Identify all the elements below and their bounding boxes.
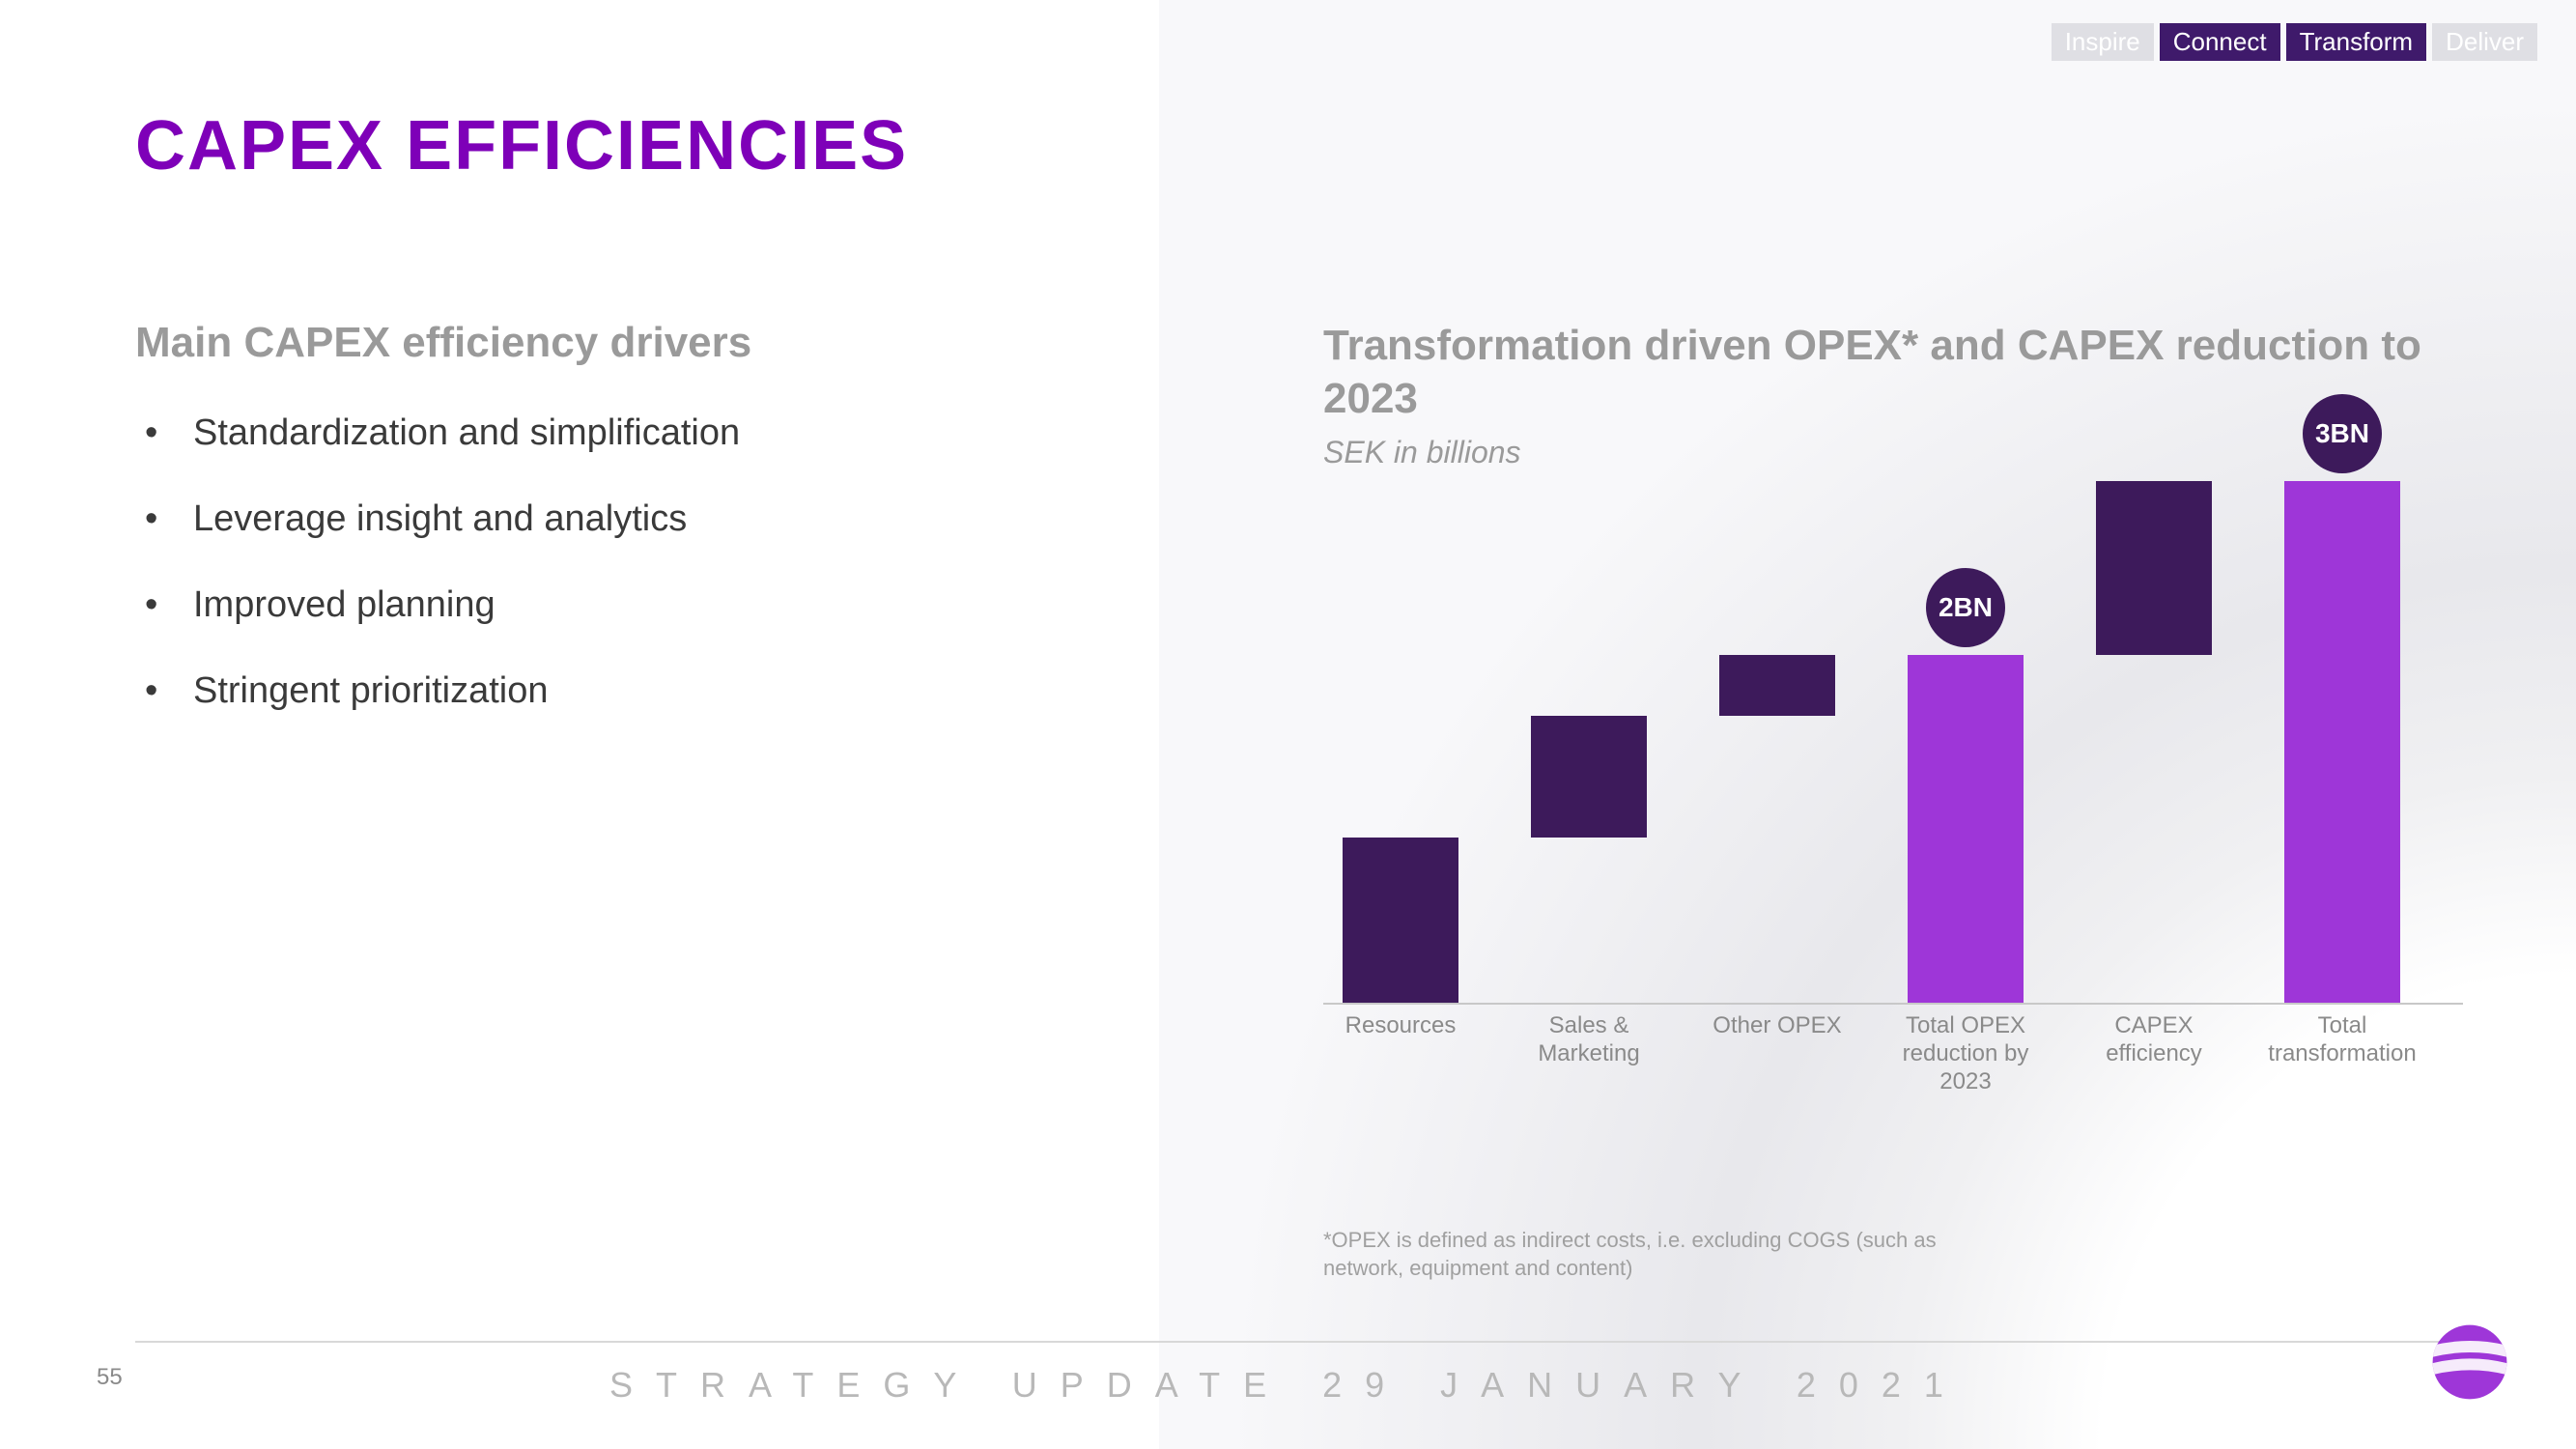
nav-item-transform[interactable]: Transform xyxy=(2286,23,2427,61)
bottom-rule xyxy=(135,1341,2441,1343)
chart-category-label: Total OPEX reduction by 2023 xyxy=(1879,1012,2052,1095)
chart-category-label: Total transformation xyxy=(2255,1012,2429,1068)
bullet-item: Stringent prioritization xyxy=(193,664,1101,719)
right-heading: Transformation driven OPEX* and CAPEX re… xyxy=(1323,319,2463,425)
chart-value-badge: 2BN xyxy=(1926,568,2005,647)
page-title: CAPEX EFFICIENCIES xyxy=(135,106,908,185)
chart-category-label: CAPEX efficiency xyxy=(2067,1012,2241,1068)
bullet-item: Improved planning xyxy=(193,578,1101,633)
right-subtitle: SEK in billions xyxy=(1323,435,2463,470)
bottom-caption: STRATEGY UPDATE 29 JANUARY 2021 xyxy=(0,1365,2576,1406)
chart-category-label: Resources xyxy=(1314,1012,1487,1040)
chart-bar-rect xyxy=(2096,481,2212,655)
chart-bar-rect xyxy=(1531,716,1647,838)
waterfall-chart: 2BN3BN ResourcesSales & MarketingOther O… xyxy=(1323,483,2463,1024)
chart-bar-rect xyxy=(1719,655,1835,716)
chart-category-label: Other OPEX xyxy=(1690,1012,1864,1040)
chart-bar-rect xyxy=(1343,838,1458,1003)
nav-item-connect[interactable]: Connect xyxy=(2160,23,2280,61)
chart-value-badge: 3BN xyxy=(2303,394,2382,473)
nav-item-deliver[interactable]: Deliver xyxy=(2432,23,2537,61)
nav-item-inspire[interactable]: Inspire xyxy=(2052,23,2154,61)
bullet-list: Standardization and simplification Lever… xyxy=(135,406,1101,719)
slide: Inspire Connect Transform Deliver CAPEX … xyxy=(0,0,2576,1449)
left-heading: Main CAPEX efficiency drivers xyxy=(135,319,1101,367)
chart-footnote: *OPEX is defined as indirect costs, i.e.… xyxy=(1323,1227,1999,1282)
right-column-heading: Transformation driven OPEX* and CAPEX re… xyxy=(1323,319,2463,470)
bullet-item: Standardization and simplification xyxy=(193,406,1101,461)
bullet-item: Leverage insight and analytics xyxy=(193,492,1101,547)
chart-bar-rect xyxy=(1908,655,2024,1003)
chart-plot-area: 2BN3BN xyxy=(1323,483,2463,1005)
company-logo-icon xyxy=(2431,1323,2508,1401)
top-nav: Inspire Connect Transform Deliver xyxy=(2052,23,2537,61)
chart-category-label: Sales & Marketing xyxy=(1502,1012,1676,1068)
left-column: Main CAPEX efficiency drivers Standardiz… xyxy=(135,319,1101,750)
chart-bar-rect xyxy=(2284,481,2400,1003)
